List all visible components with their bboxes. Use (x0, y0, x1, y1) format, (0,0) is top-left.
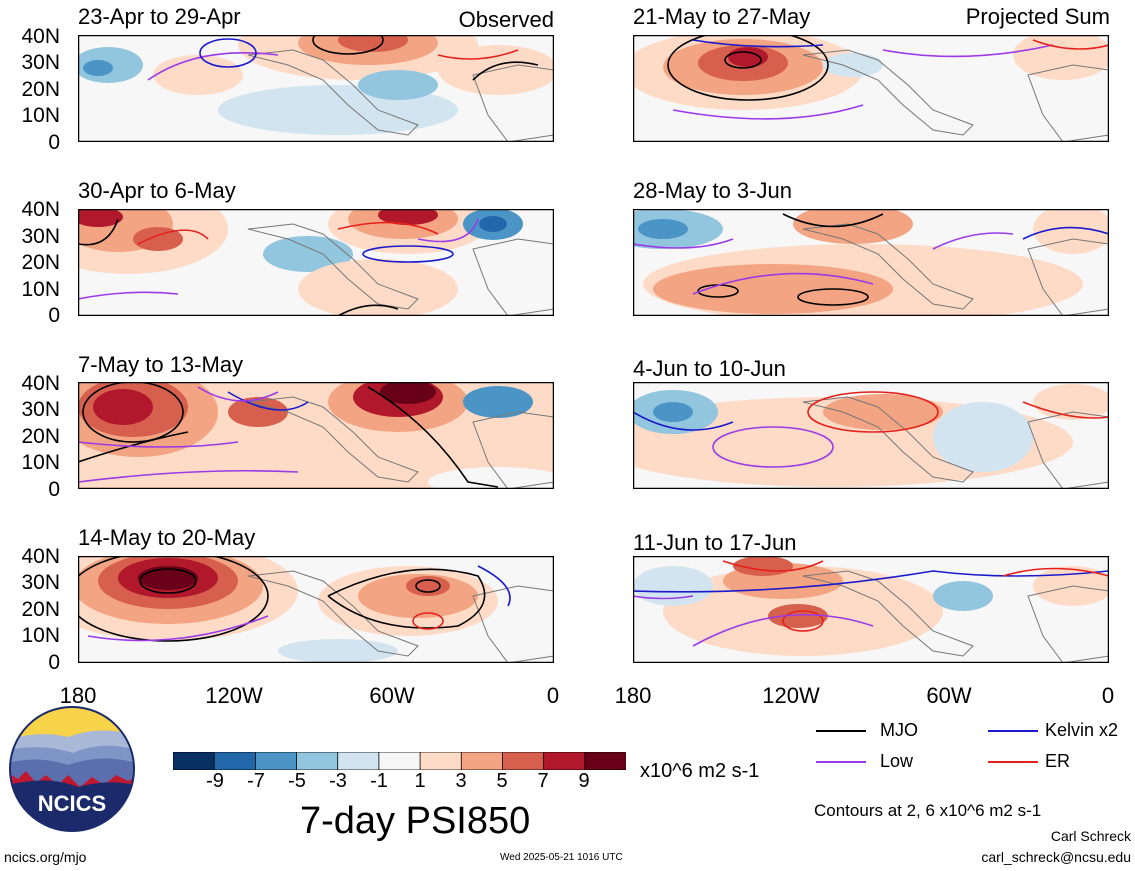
y-tick-label: 10N (21, 278, 60, 301)
contours-note: Contours at 2, 6 x10^6 m2 s-1 (814, 801, 1042, 820)
colorbar-swatch (378, 751, 421, 771)
panel-title: 11-Jun to 17-Jun (633, 530, 797, 555)
y-tick-label: 30N (21, 398, 60, 421)
colorbar-label: -7 (247, 770, 265, 792)
legend-label: Low (880, 751, 914, 771)
y-tick-label: 30N (21, 51, 60, 74)
author-name: Carl Schreck (1050, 828, 1131, 844)
y-tick-label: 40N (21, 545, 60, 568)
map-panel-projected-3 (633, 382, 1109, 489)
x-tick-label: 60W (369, 683, 415, 708)
colorbar-units: x10^6 m2 s-1 (640, 760, 760, 782)
legend-label: ER (1045, 751, 1071, 771)
x-tick-label: 120W (205, 683, 263, 708)
colorbar-swatch (502, 751, 545, 771)
logo-text: NCICS (38, 791, 106, 816)
legend-label: Kelvin x2 (1045, 720, 1119, 740)
colorbar-swatch (213, 751, 257, 771)
colorbar-swatch (543, 751, 586, 771)
timestamp: Wed 2025-05-21 1016 UTC (500, 852, 623, 863)
map-panel-projected-1 (633, 35, 1109, 142)
x-tick-label: 0 (1101, 683, 1115, 708)
x-tick-label: 180 (59, 683, 97, 708)
observed-label: Observed (458, 7, 554, 32)
y-tick-label: 20N (21, 78, 60, 101)
y-tick-label: 0 (48, 651, 60, 674)
colorbar-label: -9 (206, 770, 224, 792)
x-tick-label: 120W (762, 683, 820, 708)
colorbar-swatch (584, 751, 627, 771)
colorbar-label: -5 (288, 770, 306, 792)
ncics-logo: NCICS (8, 705, 136, 833)
colorbar-swatch (337, 751, 380, 771)
legend-swatch-mjo (816, 730, 866, 732)
map-panel-projected-4 (633, 556, 1109, 663)
y-tick-label: 20N (21, 251, 60, 274)
colorbar-label: 5 (496, 770, 508, 792)
colorbar (172, 751, 627, 771)
colorbar-swatch (460, 751, 504, 771)
panel-title: 30-Apr to 6-May (78, 178, 236, 203)
map-panel-observed-1 (78, 35, 554, 142)
panel-title: 14-May to 20-May (78, 525, 256, 550)
colorbar-swatch (296, 751, 339, 771)
colorbar-swatch (172, 751, 216, 771)
y-tick-label: 0 (48, 478, 60, 501)
y-tick-label: 0 (48, 304, 60, 327)
x-tick-label: 180 (614, 683, 652, 708)
map-panel-projected-2 (633, 209, 1109, 316)
y-tick-label: 40N (21, 25, 60, 48)
projected-label: Projected Sum (965, 4, 1110, 29)
author-email[interactable]: carl_schreck@ncsu.edu (981, 849, 1131, 865)
colorbar-label: 9 (578, 770, 590, 792)
colorbar-label: 3 (455, 770, 467, 792)
y-tick-label: 0 (48, 131, 60, 154)
map-panel-observed-4 (78, 556, 554, 663)
y-tick-label: 40N (21, 372, 60, 395)
panel-title: 21-May to 27-May (633, 4, 811, 29)
y-tick-label: 20N (21, 425, 60, 448)
y-tick-label: 40N (21, 198, 60, 221)
panel-title: 7-May to 13-May (78, 352, 244, 377)
y-tick-label: 10N (21, 624, 60, 647)
legend-swatch-kelvin (988, 730, 1038, 732)
colorbar-swatch (254, 751, 298, 771)
y-tick-label: 20N (21, 598, 60, 621)
panel-title: 28-May to 3-Jun (633, 178, 792, 203)
footer-url[interactable]: ncics.org/mjo (4, 849, 87, 865)
colorbar-label: 7 (537, 770, 549, 792)
y-tick-label: 10N (21, 104, 60, 127)
panel-title: 4-Jun to 10-Jun (633, 356, 786, 381)
y-tick-label: 10N (21, 451, 60, 474)
x-tick-label: 0 (546, 683, 560, 708)
y-tick-label: 30N (21, 571, 60, 594)
colorbar-label: 1 (414, 770, 426, 792)
map-panel-observed-2 (78, 209, 554, 316)
legend-label: MJO (880, 720, 918, 740)
colorbar-swatch (419, 751, 463, 771)
y-tick-label: 30N (21, 225, 60, 248)
map-panel-observed-3 (78, 382, 554, 489)
colorbar-label: -3 (329, 770, 347, 792)
figure-title: 7-day PSI850 (300, 800, 531, 842)
x-tick-label: 60W (926, 683, 972, 708)
panel-title: 23-Apr to 29-Apr (78, 4, 241, 29)
legend-swatch-er (988, 761, 1038, 763)
colorbar-label: -1 (370, 770, 388, 792)
legend-swatch-low (816, 761, 866, 763)
